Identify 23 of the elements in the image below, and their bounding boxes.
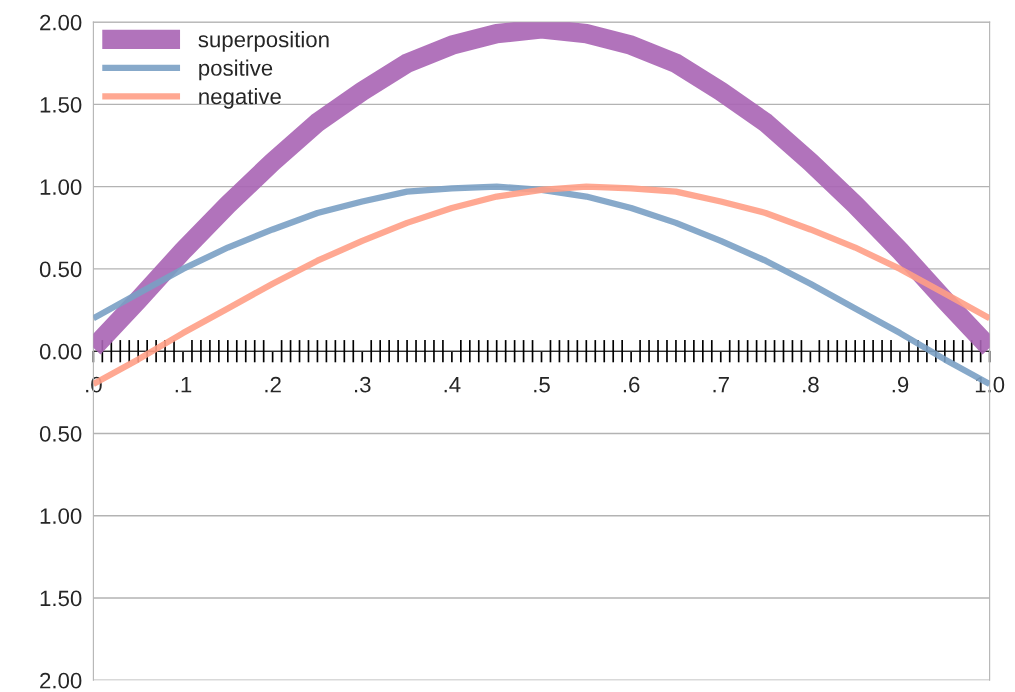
x-tick-label: .7 bbox=[713, 377, 729, 393]
x-tick-label: .3 bbox=[355, 376, 371, 393]
y-tick-label: 1.00 bbox=[40, 179, 82, 195]
y-tick-label: 0.50 bbox=[39, 425, 82, 442]
y-tick-label: 2.00 bbox=[40, 672, 82, 689]
x-tick-label: .0 bbox=[86, 376, 102, 393]
x-tick-label: .2 bbox=[265, 376, 281, 393]
x-tick-label: .1 bbox=[175, 377, 192, 393]
y-tick-label: 1.50 bbox=[40, 96, 82, 113]
y-tick-label: 1.00 bbox=[40, 508, 82, 524]
x-tick-label: .5 bbox=[534, 377, 550, 393]
legend-label: negative bbox=[199, 88, 281, 109]
x-tick-label: .4 bbox=[444, 377, 461, 393]
legend-label: positive bbox=[199, 59, 273, 81]
y-tick-label: 0.00 bbox=[39, 343, 82, 360]
x-tick-label: .8 bbox=[803, 376, 819, 393]
y-tick-label: 1.50 bbox=[40, 590, 82, 607]
x-tick-label: .9 bbox=[892, 376, 909, 393]
x-tick-label: 1.0 bbox=[975, 376, 1005, 393]
y-tick-label: 2.00 bbox=[40, 14, 82, 31]
x-tick-label: .6 bbox=[623, 376, 640, 393]
y-tick-label: 0.50 bbox=[39, 261, 82, 278]
legend-label: superposition bbox=[198, 31, 329, 52]
